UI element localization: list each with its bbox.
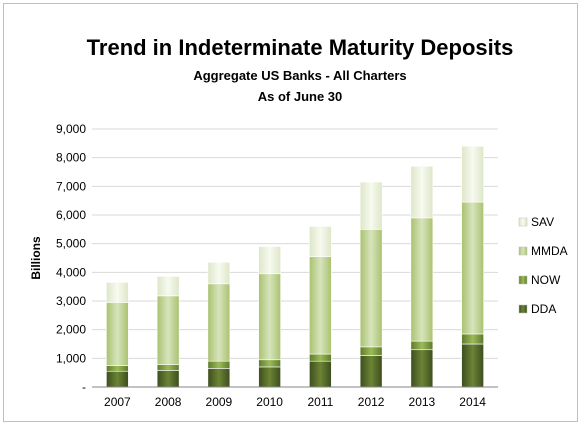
y-tick-label: 9,000 [56,122,86,136]
bars [106,145,484,388]
legend-label-now: NOW [531,273,561,287]
bar-segment-sav-2008 [156,276,180,297]
y-tick-label: - [82,380,86,394]
bar-segment-sav-2011 [309,226,332,257]
x-tick-label: 2013 [409,395,436,409]
y-tick-label: 4,000 [56,265,86,279]
legend-swatch-mmda [518,246,528,256]
y-tick-label: 2,000 [56,323,86,337]
bar-segment-sav-2013 [410,165,434,219]
y-tick-label: 1,000 [56,351,86,365]
x-tick-label: 2014 [459,395,486,409]
y-axis-title: Billions [29,236,43,280]
legend-swatch-now [518,275,528,285]
legend-label-sav: SAV [531,215,554,229]
x-tick-label: 2012 [358,395,385,409]
y-axis-tick-labels: - 1,000 2,000 3,000 4,000 5,000 6,000 7,000 8,00… [56,122,86,394]
x-tick-label: 2007 [104,395,131,409]
chart-subtitle-line1: Aggregate US Banks - All Charters [193,68,406,83]
x-tick-label: 2008 [155,395,182,409]
x-axis-tick-labels: 2007 2008 2009 2010 2011 2012 2013 2014 [104,395,486,409]
bar-segment-sav-2012 [359,181,383,230]
legend-label-dda: DDA [531,302,556,316]
x-tick-label: 2010 [256,395,283,409]
legend-swatch-sav [518,217,528,227]
legend: SAV MMDA NOW DDA [518,215,568,316]
legend-swatch-dda [518,304,528,314]
y-tick-label: 3,000 [56,294,86,308]
y-tick-label: 5,000 [56,237,86,251]
y-tick-label: 8,000 [56,151,86,165]
y-tick-label: 7,000 [56,179,86,193]
y-tick-label: 6,000 [56,208,86,222]
bar-segment-sav-2010 [258,246,281,275]
chart-border [3,3,578,422]
chart-subtitle-line2: As of June 30 [258,89,343,104]
bar-segment-sav-2014 [461,145,484,203]
x-tick-label: 2011 [307,395,333,409]
chart-title: Trend in Indeterminate Maturity Deposits [87,35,514,60]
bar-segment-sav-2009 [207,261,231,285]
bar-segment-sav-2007 [106,282,129,303]
x-tick-label: 2009 [206,395,233,409]
legend-label-mmda: MMDA [531,244,568,258]
